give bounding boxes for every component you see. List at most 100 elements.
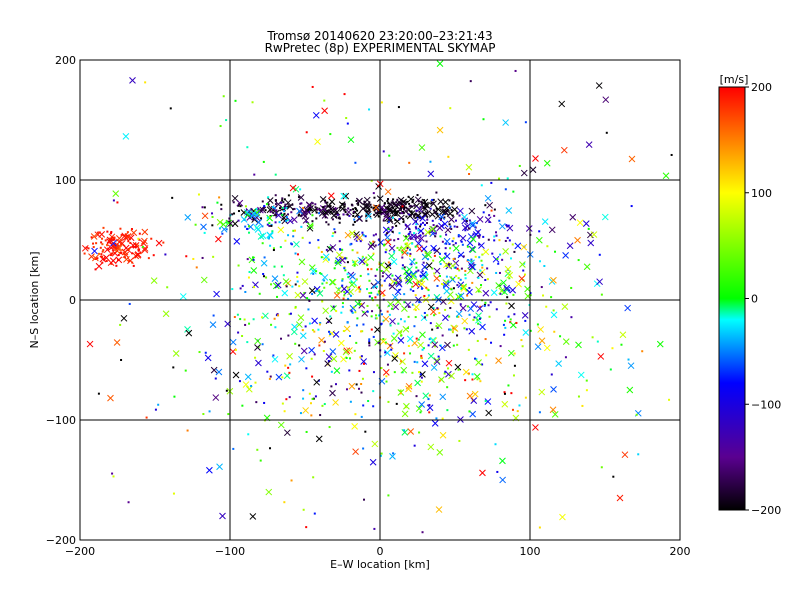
data-point-dot bbox=[433, 249, 436, 252]
data-point-dot bbox=[375, 285, 378, 288]
data-point-dot bbox=[400, 360, 403, 363]
data-point-cross bbox=[91, 247, 98, 255]
data-point-dot bbox=[484, 400, 487, 403]
data-point-cross bbox=[656, 340, 664, 348]
data-point-dot bbox=[458, 439, 461, 442]
data-point-dot bbox=[570, 316, 573, 319]
data-point-dot bbox=[381, 275, 384, 278]
data-point-dot bbox=[427, 294, 430, 297]
data-point-dot bbox=[341, 284, 344, 287]
data-point-dot bbox=[477, 322, 480, 325]
data-point-dot bbox=[468, 219, 471, 222]
data-point-dot bbox=[141, 245, 144, 248]
data-point-cross bbox=[356, 197, 363, 205]
data-point-dot bbox=[392, 332, 395, 335]
data-point-dot bbox=[426, 288, 429, 291]
data-point-cross bbox=[438, 213, 445, 221]
data-point-dot bbox=[260, 217, 263, 220]
data-point-dot bbox=[439, 344, 442, 347]
data-point-dot bbox=[203, 231, 206, 234]
data-point-cross bbox=[295, 321, 303, 328]
data-point-cross bbox=[216, 463, 223, 471]
data-point-dot bbox=[262, 272, 265, 275]
data-point-dot bbox=[184, 369, 187, 372]
data-point-dot bbox=[400, 318, 403, 321]
data-point-dot bbox=[381, 313, 384, 316]
data-point-dot bbox=[416, 281, 419, 284]
data-point-dot bbox=[106, 244, 109, 247]
data-point-cross bbox=[335, 286, 342, 294]
data-point-cross bbox=[470, 301, 478, 308]
data-point-dot bbox=[464, 269, 467, 272]
data-point-cross bbox=[459, 304, 467, 312]
data-point-cross bbox=[283, 429, 291, 437]
data-point-cross bbox=[319, 205, 327, 212]
data-point-dot bbox=[134, 243, 137, 246]
data-point-cross bbox=[253, 224, 261, 232]
data-point-cross bbox=[200, 223, 207, 231]
data-point-dot bbox=[343, 291, 346, 294]
data-point-dot bbox=[144, 81, 147, 84]
data-point-dot bbox=[493, 208, 496, 211]
data-point-dot bbox=[338, 240, 341, 243]
data-point-dot bbox=[436, 326, 439, 329]
data-point-dot bbox=[186, 429, 189, 432]
data-point-dot bbox=[322, 206, 325, 209]
data-point-cross bbox=[395, 279, 402, 287]
data-point-dot bbox=[434, 211, 437, 214]
data-point-dot bbox=[386, 310, 389, 313]
data-point-dot bbox=[511, 408, 514, 411]
data-point-dot bbox=[506, 236, 509, 239]
data-point-dot bbox=[450, 209, 453, 212]
data-point-dot bbox=[96, 231, 99, 234]
data-point-dot bbox=[452, 287, 455, 290]
data-point-dot bbox=[282, 206, 285, 209]
data-point-dot bbox=[450, 276, 453, 279]
data-point-cross bbox=[460, 285, 468, 292]
data-point-dot bbox=[477, 234, 480, 237]
data-point-dot bbox=[291, 285, 294, 288]
data-point-dot bbox=[425, 286, 428, 289]
data-point-dot bbox=[521, 345, 524, 348]
data-point-dot bbox=[431, 219, 434, 222]
data-point-dot bbox=[390, 307, 393, 310]
data-point-dot bbox=[255, 401, 258, 404]
data-point-dot bbox=[370, 328, 373, 331]
data-point-dot bbox=[514, 69, 517, 72]
data-point-dot bbox=[233, 212, 236, 215]
data-point-cross bbox=[358, 258, 366, 265]
data-point-dot bbox=[228, 220, 231, 223]
data-point-dot bbox=[467, 348, 470, 351]
data-point-cross bbox=[337, 339, 345, 347]
data-point-cross bbox=[369, 458, 377, 466]
data-point-cross bbox=[360, 358, 368, 365]
data-point-dot bbox=[465, 328, 468, 331]
data-point-cross bbox=[315, 435, 323, 443]
data-point-dot bbox=[289, 363, 292, 366]
data-point-dot bbox=[104, 239, 107, 242]
data-point-cross bbox=[394, 288, 402, 296]
data-point-dot bbox=[343, 208, 346, 211]
data-point-cross bbox=[429, 336, 437, 344]
data-point-dot bbox=[335, 212, 338, 215]
data-point-dot bbox=[261, 343, 264, 346]
data-point-dot bbox=[126, 231, 129, 234]
data-point-cross bbox=[382, 315, 390, 323]
data-point-cross bbox=[424, 229, 432, 236]
data-point-dot bbox=[591, 336, 594, 339]
data-point-dot bbox=[212, 255, 215, 258]
data-point-dot bbox=[357, 387, 360, 390]
data-point-dot bbox=[447, 155, 450, 158]
data-point-dot bbox=[274, 194, 277, 197]
data-point-dot bbox=[388, 284, 391, 287]
data-point-dot bbox=[401, 264, 404, 267]
x-tick-label: 100 bbox=[520, 545, 541, 558]
data-point-cross bbox=[184, 213, 192, 221]
data-point-dot bbox=[352, 208, 355, 211]
data-point-cross bbox=[503, 284, 511, 292]
data-point-cross bbox=[436, 60, 444, 67]
data-point-dot bbox=[303, 291, 306, 294]
data-point-cross bbox=[201, 212, 209, 220]
data-point-cross bbox=[430, 308, 437, 316]
data-point-dot bbox=[376, 268, 379, 271]
